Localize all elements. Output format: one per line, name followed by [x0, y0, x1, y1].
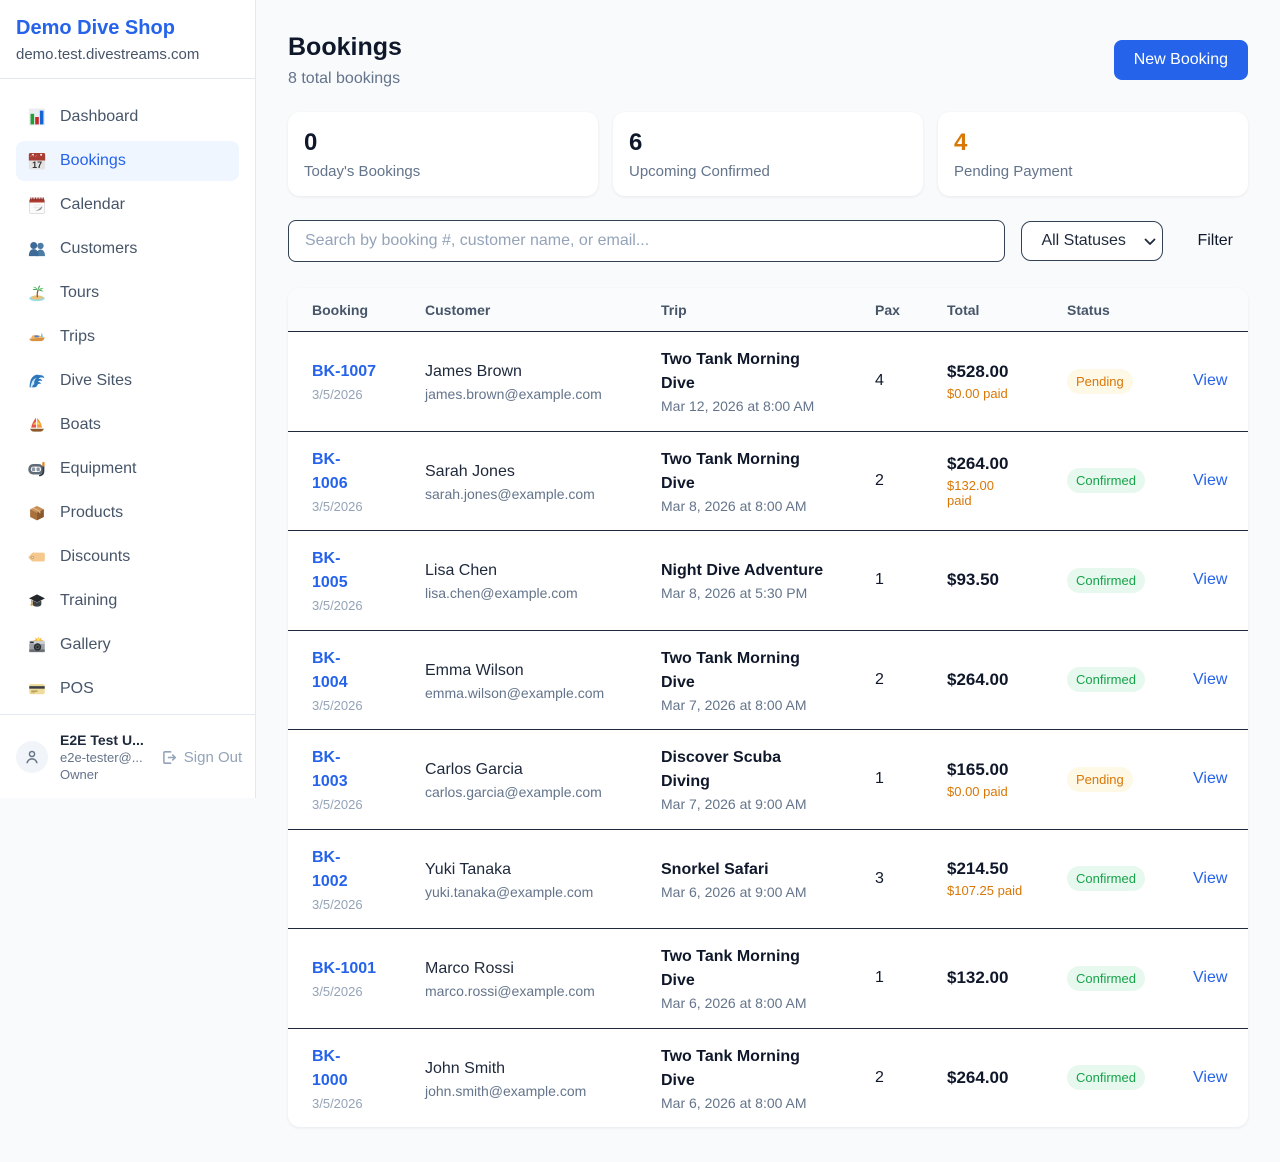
svg-text:17: 17 [32, 160, 42, 170]
